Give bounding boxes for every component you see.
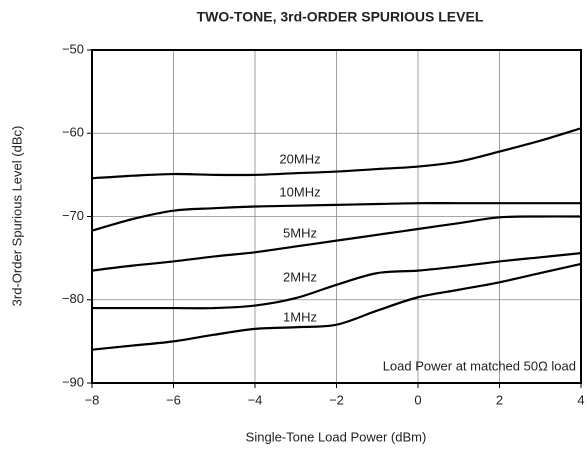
x-tick-label: −4 (248, 392, 263, 407)
x-axis-label: Single-Tone Load Power (dBm) (246, 429, 427, 444)
series-line (91, 262, 582, 351)
series-label: 5MHz (283, 225, 317, 240)
series-label: 1MHz (283, 309, 317, 324)
x-tick-label: 0 (414, 392, 421, 407)
x-tick-label: −6 (166, 392, 181, 407)
chart-title: TWO-TONE, 3rd-ORDER SPURIOUS LEVEL (197, 9, 484, 25)
y-tick-label: −90 (62, 374, 84, 389)
y-tick-label: −60 (62, 125, 84, 140)
x-tick-label: −2 (329, 392, 344, 407)
y-tick-label: −50 (62, 41, 84, 56)
y-tick-label: −70 (62, 208, 84, 223)
series-label: 2MHz (283, 269, 317, 284)
series-line (91, 202, 581, 232)
series-line (91, 252, 582, 310)
y-tick-label: −80 (62, 291, 84, 306)
y-axis-label: 3rd-Order Spurious Level (dBc) (9, 126, 24, 307)
x-tick-label: 4 (577, 392, 584, 407)
series-line (91, 215, 582, 272)
x-tick-label: −8 (85, 392, 100, 407)
x-tick-label: 2 (496, 392, 503, 407)
series-line (91, 127, 582, 180)
series-label: 10MHz (279, 184, 320, 199)
annotation: Load Power at matched 50Ω load (383, 358, 576, 373)
series-label: 20MHz (279, 151, 320, 166)
